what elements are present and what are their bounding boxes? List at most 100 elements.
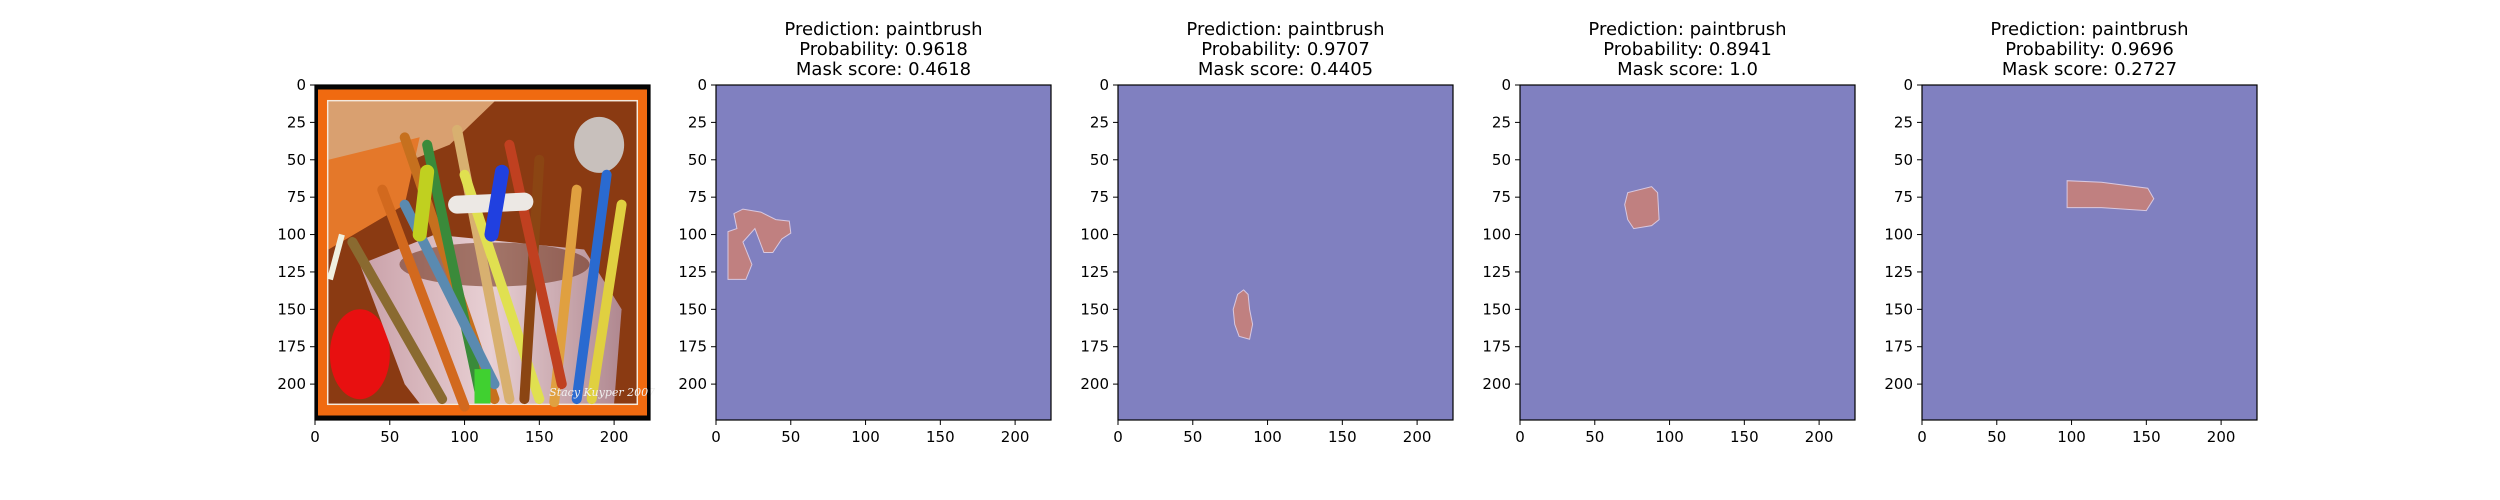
x-tick-label: 150 bbox=[926, 428, 955, 446]
panel-5: 0 50 100 150 200 0 25 50 75 100 125 150 175 200 Predic… bbox=[1884, 19, 2258, 446]
panel-title-line: Mask score: 0.4405 bbox=[1198, 59, 1373, 80]
y-tick-label: 200 bbox=[678, 375, 707, 393]
x-tick-label: 0 bbox=[1515, 428, 1525, 446]
photo-signature: Stacy Kuyper 2007 bbox=[549, 386, 655, 399]
panel-4: 0 50 100 150 200 0 25 50 75 100 125 150 175 200 Predic… bbox=[1482, 19, 1856, 446]
panel-title-line: Prediction: paintbrush bbox=[1186, 19, 1384, 40]
y-tick-label: 25 bbox=[1492, 113, 1511, 131]
y-tick-label: 125 bbox=[1884, 263, 1913, 281]
y-tick-label: 200 bbox=[1080, 375, 1109, 393]
y-tick-label: 200 bbox=[1884, 375, 1913, 393]
x-tick-label: 100 bbox=[450, 428, 479, 446]
panel-title-line: Mask score: 1.0 bbox=[1617, 59, 1758, 80]
photo-image bbox=[315, 85, 650, 420]
x-tick-label: 100 bbox=[1253, 428, 1282, 446]
x-tick-label: 150 bbox=[1730, 428, 1759, 446]
y-tick-label: 125 bbox=[678, 263, 707, 281]
axes-frame bbox=[314, 84, 651, 421]
y-tick-label: 0 bbox=[1099, 76, 1109, 94]
y-tick-label: 200 bbox=[1482, 375, 1511, 393]
axes-frame bbox=[1921, 84, 2258, 421]
y-tick-label: 150 bbox=[1482, 300, 1511, 318]
x-tick-label: 50 bbox=[380, 428, 399, 446]
x-tick-label: 200 bbox=[1805, 428, 1834, 446]
x-tick-label: 50 bbox=[1183, 428, 1202, 446]
x-tick-label: 150 bbox=[1328, 428, 1357, 446]
panel-1: Stacy Kuyper 2007 0 50 100 150 200 0 25 50 75 100 1… bbox=[277, 76, 655, 446]
x-tick-label: 0 bbox=[1113, 428, 1123, 446]
panel-title-line: Probability: 0.8941 bbox=[1603, 39, 1772, 60]
y-tick-label: 75 bbox=[1492, 188, 1511, 206]
y-tick-label: 25 bbox=[688, 113, 707, 131]
y-tick-label: 75 bbox=[1090, 188, 1109, 206]
panel-title-line: Probability: 0.9696 bbox=[2005, 39, 2174, 60]
x-tick-label: 0 bbox=[711, 428, 721, 446]
axes-frame bbox=[715, 84, 1052, 421]
x-tick-label: 0 bbox=[1917, 428, 1927, 446]
mask-background bbox=[1520, 85, 1855, 420]
y-tick-label: 25 bbox=[287, 113, 306, 131]
y-tick-label: 100 bbox=[1080, 226, 1109, 244]
y-tick-label: 75 bbox=[688, 188, 707, 206]
panel-title-line: Prediction: paintbrush bbox=[784, 19, 982, 40]
panel-title-line: Mask score: 0.4618 bbox=[796, 59, 971, 80]
axes-frame bbox=[1519, 84, 1856, 421]
y-tick-label: 50 bbox=[1492, 151, 1511, 169]
panel-title-line: Prediction: paintbrush bbox=[1990, 19, 2188, 40]
y-tick-label: 200 bbox=[277, 375, 306, 393]
y-tick-label: 50 bbox=[287, 151, 306, 169]
y-tick-label: 150 bbox=[1884, 300, 1913, 318]
y-tick-label: 0 bbox=[1903, 76, 1913, 94]
mask-region bbox=[1232, 289, 1254, 340]
y-tick-label: 125 bbox=[1482, 263, 1511, 281]
y-tick-label: 50 bbox=[688, 151, 707, 169]
y-tick-label: 100 bbox=[678, 226, 707, 244]
x-tick-label: 200 bbox=[1403, 428, 1432, 446]
y-tick-label: 100 bbox=[277, 226, 306, 244]
axes-frame bbox=[1117, 84, 1454, 421]
y-tick-label: 150 bbox=[1080, 300, 1109, 318]
y-tick-label: 125 bbox=[1080, 263, 1109, 281]
panel-title-line: Prediction: paintbrush bbox=[1588, 19, 1786, 40]
mask-background bbox=[1922, 85, 2257, 420]
y-tick-label: 100 bbox=[1482, 226, 1511, 244]
x-tick-label: 50 bbox=[781, 428, 800, 446]
y-tick-label: 175 bbox=[1482, 338, 1511, 356]
y-tick-label: 100 bbox=[1884, 226, 1913, 244]
y-tick-label: 175 bbox=[678, 338, 707, 356]
y-tick-label: 150 bbox=[678, 300, 707, 318]
panel-title-line: Probability: 0.9707 bbox=[1201, 39, 1370, 60]
x-tick-label: 100 bbox=[1655, 428, 1684, 446]
x-tick-label: 50 bbox=[1585, 428, 1604, 446]
x-tick-label: 100 bbox=[851, 428, 880, 446]
y-tick-label: 0 bbox=[697, 76, 707, 94]
y-tick-label: 50 bbox=[1090, 151, 1109, 169]
mask-region bbox=[2066, 180, 2155, 212]
mask-region bbox=[1624, 186, 1660, 230]
y-tick-label: 75 bbox=[287, 188, 306, 206]
y-tick-label: 175 bbox=[277, 338, 306, 356]
y-tick-label: 0 bbox=[1501, 76, 1511, 94]
mask-background bbox=[1118, 85, 1453, 420]
panel-title-line: Mask score: 0.2727 bbox=[2002, 59, 2177, 80]
x-tick-label: 200 bbox=[600, 428, 629, 446]
panel-title-line: Probability: 0.9618 bbox=[799, 39, 968, 60]
y-tick-label: 175 bbox=[1080, 338, 1109, 356]
y-tick-label: 25 bbox=[1894, 113, 1913, 131]
x-tick-label: 150 bbox=[525, 428, 554, 446]
x-tick-label: 200 bbox=[1001, 428, 1030, 446]
y-tick-label: 0 bbox=[296, 76, 306, 94]
panel-3: 0 50 100 150 200 0 25 50 75 100 125 150 175 200 Predic… bbox=[1080, 19, 1454, 446]
x-tick-label: 50 bbox=[1987, 428, 2006, 446]
x-tick-label: 100 bbox=[2057, 428, 2086, 446]
y-tick-label: 125 bbox=[277, 263, 306, 281]
y-tick-label: 150 bbox=[277, 300, 306, 318]
x-tick-label: 150 bbox=[2132, 428, 2161, 446]
x-tick-label: 0 bbox=[310, 428, 320, 446]
mask-region bbox=[727, 208, 792, 280]
x-tick-label: 200 bbox=[2207, 428, 2236, 446]
panel-2: 0 50 100 150 200 0 25 50 75 100 125 150 175 200 Predic… bbox=[678, 19, 1052, 446]
y-tick-label: 75 bbox=[1894, 188, 1913, 206]
y-tick-label: 175 bbox=[1884, 338, 1913, 356]
